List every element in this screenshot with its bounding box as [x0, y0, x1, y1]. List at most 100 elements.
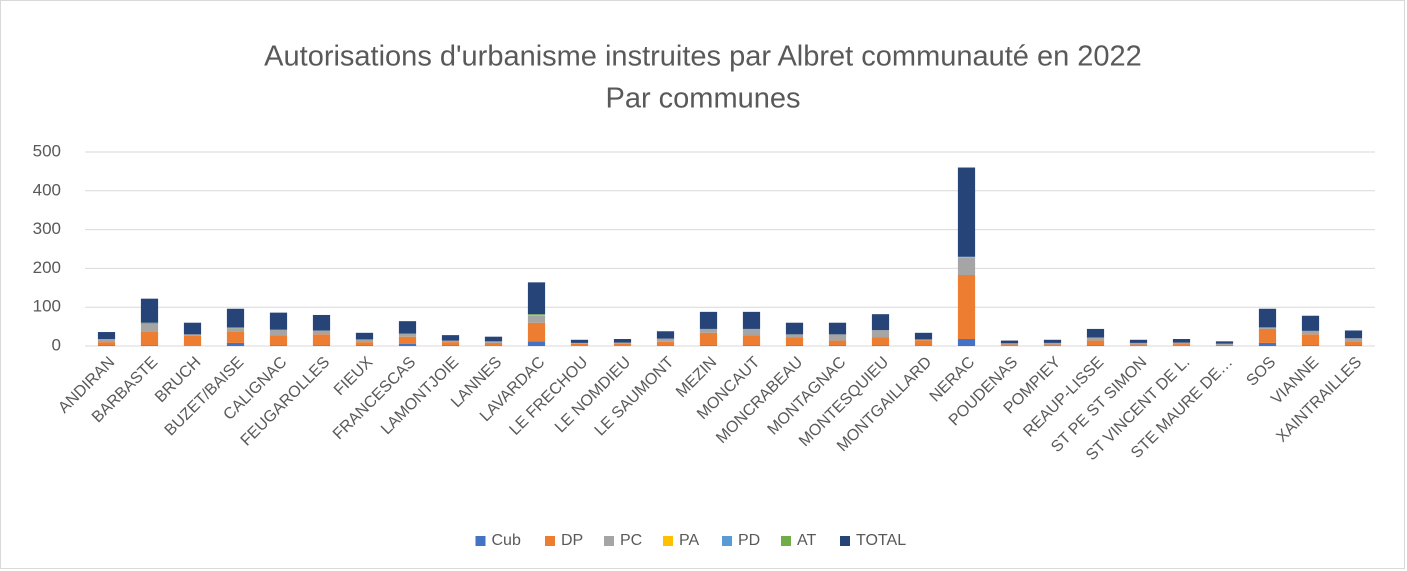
- bar-segment: [140, 298, 159, 323]
- bar-segment: [1086, 340, 1105, 346]
- bar-segment: [1301, 330, 1320, 335]
- bar-segment: [269, 312, 288, 330]
- y-tick-label: 500: [33, 141, 61, 160]
- bar-segment: [785, 337, 804, 346]
- bar-segment: [97, 345, 116, 346]
- chart-title: Autorisations d'urbanisme instruites par…: [264, 41, 1142, 73]
- legend-swatch: [781, 536, 791, 546]
- bar-segment: [484, 341, 503, 343]
- bar-segment: [957, 257, 976, 275]
- bar-segment: [656, 338, 675, 342]
- bar-segment: [398, 333, 417, 337]
- bar-segment: [1215, 341, 1234, 344]
- bar-segment: [398, 336, 417, 344]
- legend-label: PC: [620, 532, 642, 549]
- bar-segment: [140, 331, 159, 346]
- bar-segment: [97, 342, 116, 346]
- bar-segment: [312, 334, 331, 346]
- bar-segment: [1344, 338, 1363, 342]
- bar-segment: [699, 332, 718, 346]
- bar-segment: [1043, 344, 1062, 346]
- bar-segment: [1301, 334, 1320, 346]
- bar-segment: [613, 343, 632, 346]
- bar-segment: [957, 274, 976, 340]
- bar-segment: [140, 322, 159, 324]
- legend-swatch: [475, 536, 486, 546]
- bar-segment: [355, 332, 374, 340]
- bar-segment: [699, 345, 718, 346]
- legend-swatch: [663, 536, 673, 546]
- bar-segment: [312, 330, 331, 335]
- bar-segment: [398, 321, 417, 334]
- legend-swatch: [840, 536, 850, 546]
- chart-subtitle: Par communes: [605, 83, 800, 115]
- bar-segment: [140, 345, 159, 346]
- bar-segment: [183, 334, 202, 336]
- bar-segment: [1344, 330, 1363, 339]
- bar-segment: [1086, 328, 1105, 338]
- bar-segment: [1172, 339, 1191, 343]
- bar-segment: [269, 329, 288, 336]
- bar-segment: [699, 311, 718, 329]
- bar-segment: [656, 341, 675, 346]
- bar-segment: [183, 335, 202, 346]
- bar-segment: [1129, 342, 1148, 345]
- bar-segment: [1344, 345, 1363, 346]
- bar-segment: [914, 332, 933, 340]
- bar-segment: [97, 339, 116, 343]
- bar-segment: [871, 337, 890, 346]
- legend-swatch: [604, 536, 614, 546]
- bar-segment: [355, 339, 374, 343]
- bar-segment: [312, 345, 331, 346]
- bar-segment: [484, 336, 503, 342]
- bar-segment: [97, 332, 116, 340]
- bar-segment: [613, 342, 632, 344]
- bar-segment: [1215, 343, 1234, 345]
- bar-segment: [785, 345, 804, 346]
- bar-segment: [1000, 344, 1019, 346]
- bar-segment: [871, 345, 890, 346]
- bar-segment: [441, 342, 460, 346]
- bar-segment: [828, 340, 847, 346]
- bar-segment: [742, 328, 761, 336]
- bar-segment: [828, 345, 847, 346]
- y-tick-label: 400: [33, 180, 61, 199]
- bar-segment: [957, 339, 976, 346]
- bar-segment: [1258, 328, 1277, 343]
- bar-segment: [269, 335, 288, 346]
- legend-swatch: [545, 536, 555, 546]
- legend-label: AT: [797, 532, 816, 549]
- bar-segment: [226, 342, 245, 346]
- bar-segment: [742, 311, 761, 329]
- bar-segment: [699, 328, 718, 333]
- bar-segment: [140, 323, 159, 332]
- bar-segment: [1258, 327, 1277, 329]
- bar-segment: [1043, 339, 1062, 343]
- bar-segment: [957, 167, 976, 257]
- bar-segment: [1129, 344, 1148, 346]
- bar-segment: [828, 322, 847, 335]
- bar-segment: [570, 342, 589, 344]
- bar-segment: [269, 345, 288, 346]
- legend-label: TOTAL: [856, 532, 906, 549]
- bar-segment: [1086, 345, 1105, 346]
- bar-segment: [441, 335, 460, 341]
- bar-segment: [312, 314, 331, 331]
- bar-segment: [355, 345, 374, 346]
- bar-segment: [1000, 340, 1019, 344]
- bar-segment: [613, 339, 632, 343]
- bar-segment: [1043, 342, 1062, 345]
- bar-segment: [1301, 345, 1320, 346]
- legend-label: PA: [679, 532, 699, 549]
- bar-segment: [441, 340, 460, 343]
- bar-segment: [226, 327, 245, 329]
- bar-segment: [226, 328, 245, 332]
- bar-segment: [226, 308, 245, 328]
- bar-segment: [871, 330, 890, 338]
- bar-segment: [828, 334, 847, 341]
- bar-segment: [742, 335, 761, 346]
- legend-label: Cub: [492, 532, 521, 549]
- bar-segment: [1301, 315, 1320, 331]
- bar-segment: [1086, 337, 1105, 341]
- bar-segment: [183, 322, 202, 335]
